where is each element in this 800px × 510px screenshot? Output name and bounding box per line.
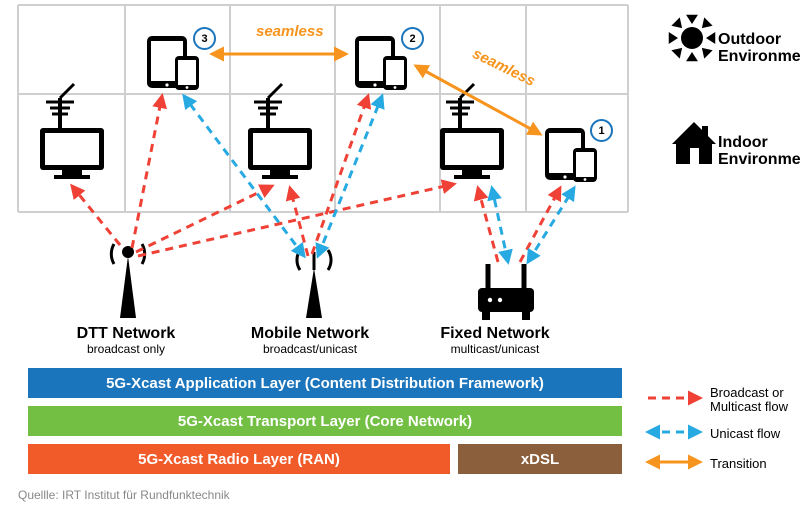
dtt-label: DTT Network broadcast only [56, 326, 196, 355]
diagram-root: 3 2 1 seamless seamless Outdoor Environm… [0, 0, 800, 510]
seamless-label-1: seamless [256, 23, 324, 40]
layer-trans: 5G-Xcast Transport Layer (Core Network) [28, 406, 622, 436]
legend-transition-label: Transition [710, 456, 767, 471]
legend-unicast-label: Unicast flow [710, 426, 780, 441]
dtt-title: DTT Network [77, 325, 176, 342]
legend-broadcast-label: Broadcast or Multicast flow [710, 386, 788, 415]
fixed-title: Fixed Network [440, 325, 549, 342]
layer-app: 5G-Xcast Application Layer (Content Dist… [28, 368, 622, 398]
dtt-sub: broadcast only [56, 343, 196, 356]
credit-text: Quellle: IRT Institut für Rundfunktechni… [18, 488, 230, 502]
fixed-sub: multicast/unicast [420, 343, 570, 356]
env-outdoor-label: Outdoor Environment [718, 32, 800, 66]
env-indoor-label: Indoor Environment [718, 135, 800, 169]
layer-radio: 5G-Xcast Radio Layer (RAN) [28, 444, 450, 474]
device-badge-2: 2 [401, 27, 424, 50]
mobile-label: Mobile Network broadcast/unicast [230, 326, 390, 355]
device-badge-1: 1 [590, 119, 613, 142]
fixed-label: Fixed Network multicast/unicast [420, 326, 570, 355]
mobile-sub: broadcast/unicast [230, 343, 390, 356]
mobile-title: Mobile Network [251, 325, 369, 342]
layer-xdsl: xDSL [458, 444, 622, 474]
device-badge-3: 3 [193, 27, 216, 50]
